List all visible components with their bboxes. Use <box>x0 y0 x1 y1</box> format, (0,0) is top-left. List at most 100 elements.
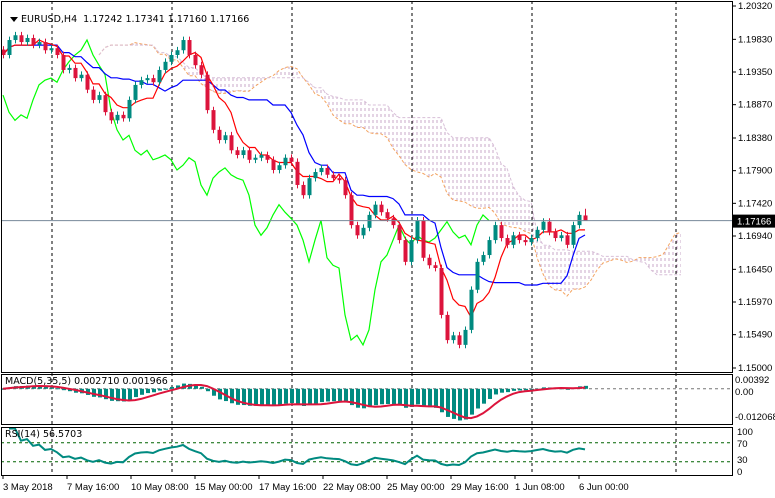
time-label: 10 May 08:00 <box>131 482 189 493</box>
candle-body <box>19 35 24 43</box>
candle-body <box>199 65 204 75</box>
macd-histogram-bar <box>44 386 48 389</box>
candle <box>67 64 72 74</box>
current-price-label: 1.17166 <box>737 217 771 228</box>
macd-histogram-bar <box>98 388 102 398</box>
macd-histogram-bar <box>566 388 570 390</box>
candle-body <box>205 74 210 111</box>
candle <box>199 61 204 79</box>
macd-pane-frame <box>1 374 733 425</box>
candle-body <box>67 67 72 70</box>
candle <box>409 236 414 266</box>
candle-body <box>439 267 444 315</box>
macd-pane[interactable] <box>1 383 732 421</box>
candle-body <box>253 157 258 160</box>
macd-histogram-bar <box>308 388 312 406</box>
candle-body <box>553 231 558 239</box>
macd-tick-label: -0.012068 <box>735 412 775 423</box>
candle-body <box>391 218 396 226</box>
ohlc-close: 1.17166 <box>210 14 250 25</box>
ohlc-low: 1.17160 <box>167 14 208 25</box>
candle-body <box>583 215 588 221</box>
macd-tick-label: 0.00392 <box>735 375 769 386</box>
candle-body <box>187 40 192 55</box>
candle <box>43 38 48 54</box>
macd-histogram-bar <box>134 388 138 398</box>
candle-body <box>349 195 354 226</box>
macd-histogram-bar <box>524 388 528 391</box>
candle <box>289 154 294 166</box>
candle-body <box>313 172 318 179</box>
macd-histogram-bar <box>128 388 132 400</box>
candle-body <box>103 95 108 113</box>
macd-histogram-bar <box>446 388 450 417</box>
macd-histogram-bar <box>176 385 180 389</box>
rsi-tick-label: 0 <box>737 467 742 478</box>
candle-body <box>541 221 546 230</box>
candle-body <box>181 40 186 51</box>
macd-histogram-bar <box>368 388 372 408</box>
macd-histogram-bar <box>338 388 342 401</box>
candle <box>367 211 372 232</box>
candle <box>265 151 270 164</box>
macd-signal-line <box>2 384 586 420</box>
price-tick-label: 1.15000 <box>738 363 772 374</box>
main-price-pane[interactable] <box>1 31 732 349</box>
candle <box>373 201 378 219</box>
candle-body <box>493 225 498 241</box>
candle <box>79 71 84 82</box>
candle <box>277 161 282 174</box>
candle <box>169 51 174 66</box>
rsi-tick-label: 100 <box>737 427 753 438</box>
candle-body <box>217 129 222 141</box>
candle-body <box>469 289 474 330</box>
candle-body <box>49 48 54 51</box>
candle <box>349 191 354 229</box>
grid-lines <box>51 1 677 475</box>
candle <box>313 168 318 182</box>
time-label: 15 May 00:00 <box>195 482 253 493</box>
macd-histogram-bar <box>38 386 42 389</box>
time-label: 29 May 16:00 <box>451 482 509 493</box>
candle-body <box>307 178 312 196</box>
macd-histogram-bar <box>332 388 336 402</box>
candle <box>151 74 156 86</box>
macd-histogram-bar <box>428 388 432 408</box>
candle <box>271 156 276 174</box>
candle-body <box>427 257 432 266</box>
candle-body <box>499 225 504 239</box>
rsi-tick-label: 30 <box>737 455 748 466</box>
macd-histogram-bar <box>512 388 516 391</box>
candle <box>127 96 132 122</box>
rsi-pane[interactable] <box>1 428 732 467</box>
candle-body <box>481 255 486 262</box>
candle <box>25 34 30 46</box>
candle-body <box>403 240 408 262</box>
candle-body <box>145 78 150 81</box>
macd-histogram-bar <box>218 388 222 400</box>
triangle-down-icon[interactable] <box>10 17 19 22</box>
macd-histogram-bar <box>482 388 486 404</box>
candle <box>205 71 210 114</box>
tenkan-sen-line <box>2 39 585 319</box>
price-tick-label: 1.17900 <box>738 166 772 177</box>
candle-body <box>97 95 102 100</box>
macd-histogram-bar <box>362 388 366 409</box>
macd-histogram-bar <box>392 388 396 405</box>
candle-body <box>397 225 402 241</box>
rsi-tick-label: 70 <box>737 439 748 450</box>
candle-body <box>85 74 90 90</box>
candle <box>403 236 408 266</box>
candle <box>163 58 168 74</box>
candle <box>421 216 426 262</box>
candle-body <box>115 114 120 121</box>
candle-body <box>559 235 564 239</box>
candle-body <box>379 204 384 213</box>
candle-body <box>31 37 36 45</box>
macd-histogram-bar <box>170 386 174 389</box>
candle-body <box>43 42 48 51</box>
candle <box>445 311 450 344</box>
candle-body <box>565 235 570 245</box>
candle <box>397 221 402 244</box>
